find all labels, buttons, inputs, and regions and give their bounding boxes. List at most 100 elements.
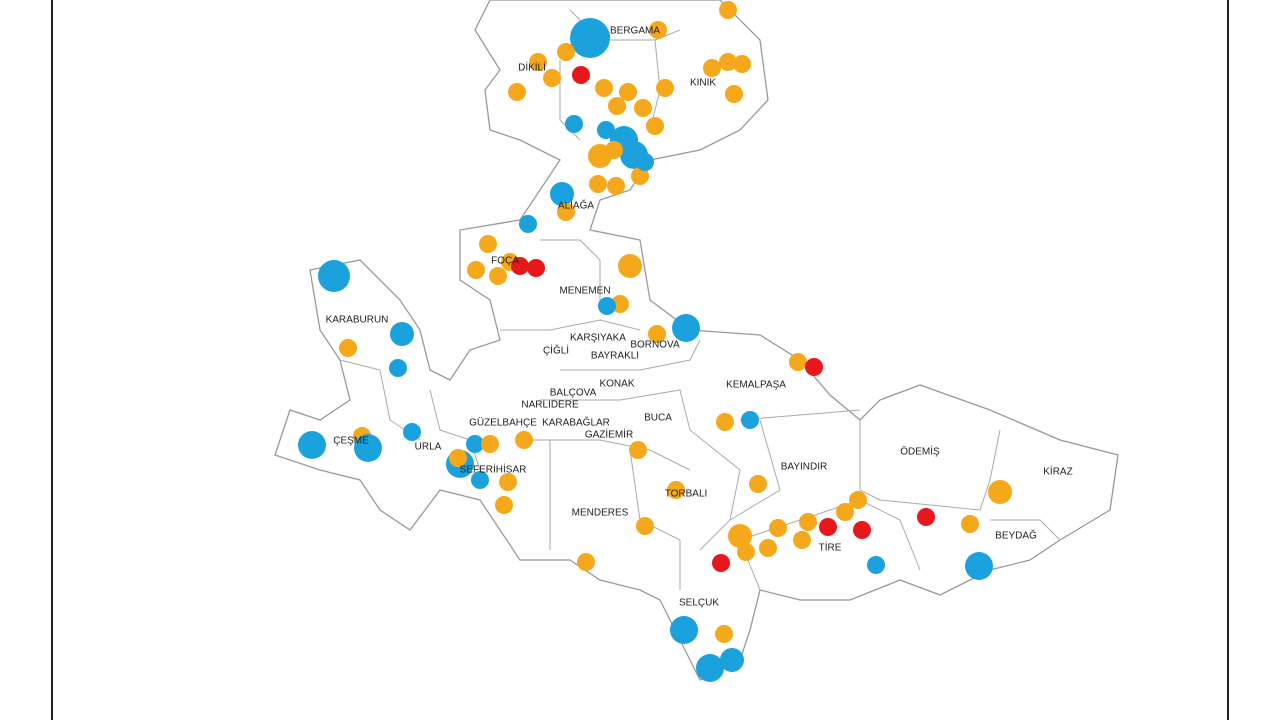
point — [589, 175, 607, 193]
district-label: BAYINDIR — [781, 462, 828, 473]
point — [725, 85, 743, 103]
district-label: URLA — [415, 442, 442, 453]
province-outline — [274, 0, 1119, 681]
point — [618, 254, 642, 278]
point — [508, 83, 526, 101]
point — [389, 359, 407, 377]
point — [733, 55, 751, 73]
point — [527, 259, 545, 277]
point — [712, 554, 730, 572]
point — [619, 83, 637, 101]
point — [789, 353, 807, 371]
district-label: GÜZELBAHÇE — [469, 417, 537, 429]
point — [715, 625, 733, 643]
district-label: NARLIDERE — [521, 400, 579, 411]
point — [853, 521, 871, 539]
point — [598, 297, 616, 315]
district-label: KONAK — [599, 379, 634, 390]
district-label: SELÇUK — [679, 598, 719, 609]
district-label: SEFERİHİSAR — [460, 463, 527, 476]
point — [550, 182, 574, 206]
district-label: KİRAZ — [1043, 465, 1072, 478]
point — [636, 153, 654, 171]
point — [961, 515, 979, 533]
point — [572, 66, 590, 84]
point — [565, 115, 583, 133]
point — [737, 543, 755, 561]
district-label: MENEMEN — [559, 286, 610, 297]
point — [720, 648, 744, 672]
point — [749, 475, 767, 493]
point — [793, 531, 811, 549]
point — [519, 215, 537, 233]
point — [648, 325, 666, 343]
point — [557, 203, 575, 221]
district-label: BALÇOVA — [550, 388, 597, 399]
point — [543, 69, 561, 87]
point — [605, 141, 623, 159]
point — [719, 1, 737, 19]
point — [917, 508, 935, 526]
point — [499, 473, 517, 491]
point — [696, 654, 724, 682]
point — [656, 79, 674, 97]
district-label: KARABAĞLAR — [542, 416, 610, 429]
point — [577, 553, 595, 571]
district-label: DİKİLİ — [518, 61, 546, 74]
point — [590, 26, 610, 46]
point — [466, 435, 484, 453]
district-label: FOÇA — [491, 256, 519, 267]
point — [631, 167, 649, 185]
point — [649, 21, 667, 39]
point — [479, 235, 497, 253]
point — [728, 524, 752, 548]
district-label: ÖDEMİŞ — [900, 445, 940, 458]
point — [471, 471, 489, 489]
point — [667, 481, 685, 499]
district-label: TORBALI — [665, 489, 708, 500]
point — [634, 99, 652, 117]
point — [965, 552, 993, 580]
point — [629, 441, 647, 459]
point — [595, 79, 613, 97]
point — [608, 97, 626, 115]
point — [799, 513, 817, 531]
point — [511, 257, 529, 275]
point — [495, 496, 513, 514]
point — [481, 435, 499, 453]
district-label: MENDERES — [572, 508, 629, 519]
point — [769, 519, 787, 537]
point — [489, 267, 507, 285]
district-label: BAYRAKLI — [591, 351, 639, 362]
point — [557, 43, 575, 61]
district-label: GAZİEMİR — [585, 428, 633, 441]
district-label: BUCA — [644, 413, 672, 424]
point — [988, 480, 1012, 504]
point — [646, 117, 664, 135]
point — [867, 556, 885, 574]
point — [805, 358, 823, 376]
point — [390, 322, 414, 346]
point — [703, 59, 721, 77]
point — [354, 434, 382, 462]
point — [449, 449, 467, 467]
points — [298, 1, 1012, 682]
point — [515, 431, 533, 449]
district-label: KARŞIYAKA — [570, 333, 626, 344]
point — [403, 423, 421, 441]
point — [849, 491, 867, 509]
point — [636, 517, 654, 535]
point — [670, 616, 698, 644]
district-label: ÇEŞME — [333, 436, 369, 447]
point — [716, 413, 734, 431]
point — [759, 539, 777, 557]
point — [298, 431, 326, 459]
district-label: TİRE — [819, 541, 842, 554]
district-label: KEMALPAŞA — [726, 380, 786, 391]
point — [819, 518, 837, 536]
point — [318, 260, 350, 292]
district-label: BERGAMA — [610, 26, 660, 37]
district-label: ALİAĞA — [558, 199, 594, 212]
point — [836, 503, 854, 521]
